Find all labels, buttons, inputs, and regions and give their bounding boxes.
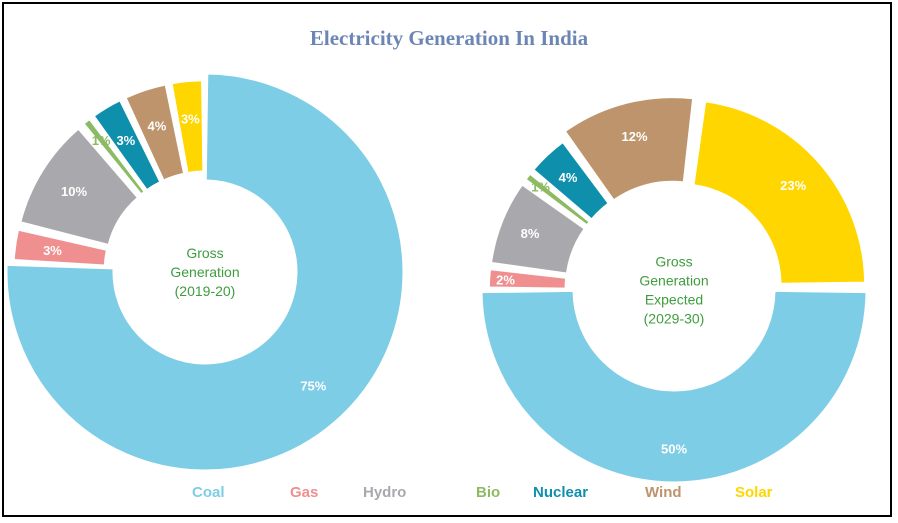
slice-label-gas-2: 2% <box>496 272 515 287</box>
slice-coal-1 <box>6 73 404 471</box>
center-label-line-1-chart-2: Gross <box>655 254 692 270</box>
center-label-line-1-chart-1: Gross <box>186 245 223 261</box>
slice-gas-1 <box>13 229 107 266</box>
slice-hydro-1 <box>20 128 138 245</box>
center-label-line-3-chart-2: Expected <box>645 292 703 308</box>
slice-label-solar-2: 23% <box>780 178 806 193</box>
slice-hydro-2 <box>491 184 585 274</box>
donut-chart-2: 50% 2% 8% 1% 4% 12% 23% Gross Generation Expected… <box>481 97 867 483</box>
slice-label-hydro-1: 10% <box>61 184 87 199</box>
center-label-line-2-chart-1: Generation <box>170 264 239 280</box>
slice-coal-2 <box>481 290 867 483</box>
slice-nuclear-1 <box>93 100 161 191</box>
slice-label-nuclear-2: 4% <box>559 170 578 185</box>
legend-item-nuclear: Nuclear <box>533 484 589 501</box>
slice-gas-2 <box>488 269 567 289</box>
center-label-line-3-chart-1: (2019-20) <box>175 283 236 299</box>
legend-item-bio: Bio <box>476 484 501 501</box>
legend-item-coal: Coal <box>192 484 225 501</box>
slice-label-hydro-2: 8% <box>521 226 540 241</box>
slice-label-bio-2: 1% <box>531 180 550 195</box>
slice-label-nuclear-1: 3% <box>116 133 135 148</box>
slice-bio-1 <box>83 119 145 195</box>
legend-item-gas: Gas <box>290 484 319 501</box>
donut-chart-1: 75% 3% 10% 1% 3% 4% 3% Gross Generation (2019-20) <box>6 73 404 471</box>
slice-bio-2 <box>525 173 590 226</box>
legend-item-hydro: Hydro <box>363 484 407 501</box>
slice-nuclear-2 <box>533 142 609 220</box>
legend-item-wind: Wind <box>645 484 682 501</box>
chart-title: Electricity Generation In India <box>309 26 589 50</box>
slice-label-solar-1: 3% <box>181 112 200 127</box>
center-label-line-2-chart-2: Generation <box>639 273 708 289</box>
slice-wind-1 <box>125 84 185 181</box>
slice-label-coal-1: 75% <box>300 379 326 394</box>
chart-frame <box>2 2 892 517</box>
slice-label-wind-2: 12% <box>621 129 647 144</box>
slice-wind-2 <box>564 97 694 201</box>
slice-label-wind-1: 4% <box>148 119 167 134</box>
slice-solar-1 <box>171 80 204 174</box>
legend-item-solar: Solar <box>735 484 773 501</box>
center-label-line-4-chart-2: (2029-30) <box>644 311 705 327</box>
legend: Coal Gas Hydro Bio Nuclear Wind Solar <box>170 484 820 506</box>
slice-solar-2 <box>693 101 866 284</box>
slice-label-gas-1: 3% <box>43 243 62 258</box>
slice-label-coal-2: 50% <box>661 442 687 457</box>
slice-label-bio-1: 1% <box>92 133 111 148</box>
